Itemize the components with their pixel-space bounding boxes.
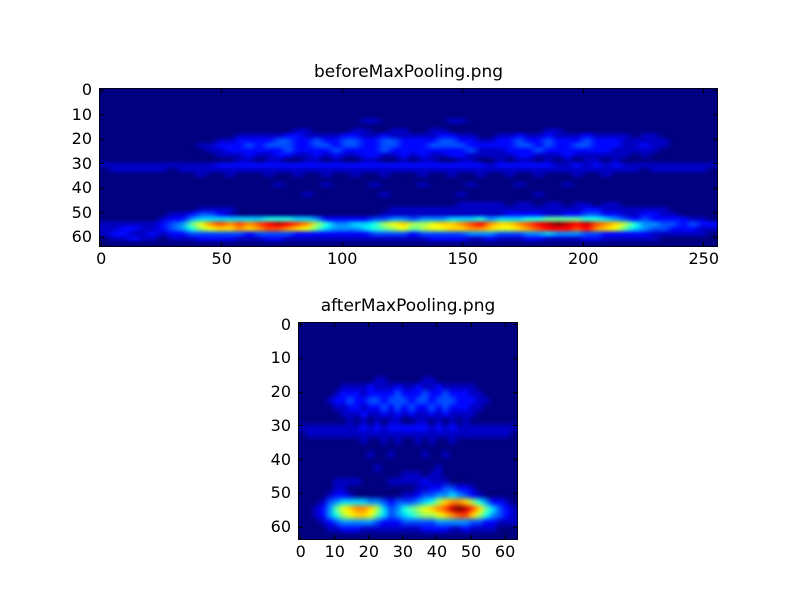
y-tick-label: 50 [71,202,92,222]
y-tick-mark [299,324,303,326]
x-tick-label: 100 [326,249,358,268]
x-tick-mark [462,242,464,246]
x-tick-label: 0 [96,249,107,268]
x-tick-mark [221,242,223,246]
y-tick-mark [100,89,104,91]
plot-frame-before [99,88,718,247]
y-tick-label: 20 [270,382,291,402]
y-tick-label: 40 [270,449,291,469]
y-tick-label: 20 [71,129,92,149]
x-tick-mark [221,89,223,93]
y-tick-mark [513,324,517,326]
x-tick-mark [470,535,472,539]
y-tick-mark [100,114,104,116]
y-tick-mark [713,187,717,189]
y-tick-mark [713,114,717,116]
x-tick-mark [470,323,472,327]
y-tick-label: 40 [71,178,92,198]
x-tick-mark [341,242,343,246]
x-tick-mark [504,323,506,327]
x-tick-mark [402,323,404,327]
x-tick-label: 0 [295,542,306,561]
y-tick-label: 50 [270,483,291,503]
y-tick-mark [513,357,517,359]
x-tick-label: 60 [494,542,516,561]
y-tick-mark [713,138,717,140]
y-tick-label: 10 [270,348,291,368]
y-tick-mark [513,492,517,494]
y-tick-mark [713,89,717,91]
x-tick-label: 40 [426,542,448,561]
y-tick-mark [299,357,303,359]
y-tick-mark [100,212,104,214]
x-tick-mark [504,535,506,539]
y-tick-mark [299,391,303,393]
x-tick-label: 250 [688,249,720,268]
y-tick-label: 60 [270,517,291,537]
x-tick-mark [334,535,336,539]
tick-marks-before [100,89,717,246]
chart-title-before: beforeMaxPooling.png [313,62,504,82]
y-tick-label: 0 [280,314,291,334]
x-tick-label: 30 [392,542,414,561]
x-tick-mark [300,535,302,539]
x-tick-label: 10 [324,542,345,561]
x-tick-mark [100,89,102,93]
x-tick-mark [368,535,370,539]
y-tick-mark [713,163,717,165]
y-tick-label: 60 [71,227,92,247]
y-tick-mark [513,526,517,528]
x-tick-label: 50 [211,249,232,268]
y-tick-mark [513,391,517,393]
heatmap-image-after [299,323,517,539]
tick-marks-after [299,323,517,539]
x-tick-mark [582,242,584,246]
x-tick-mark [582,89,584,93]
x-tick-mark [341,89,343,93]
y-tick-mark [100,163,104,165]
y-tick-mark [299,526,303,528]
plot-frame-after [298,322,518,540]
x-tick-label: 200 [567,249,599,268]
y-tick-label: 0 [81,80,92,100]
x-tick-label: 50 [460,542,482,561]
y-tick-mark [299,459,303,461]
x-tick-mark [436,323,438,327]
y-tick-mark [100,138,104,140]
y-tick-label: 30 [270,415,291,435]
y-tick-label: 30 [71,153,92,173]
x-tick-label: 20 [358,542,380,561]
y-tick-mark [100,236,104,238]
y-tick-mark [713,236,717,238]
x-tick-mark [703,89,705,93]
x-tick-mark [462,89,464,93]
x-tick-mark [334,323,336,327]
x-tick-mark [368,323,370,327]
y-tick-label: 10 [71,104,92,124]
chart-title-after: afterMaxPooling.png [320,296,496,316]
x-tick-mark [703,242,705,246]
x-tick-label: 150 [447,249,478,268]
y-tick-mark [713,212,717,214]
x-tick-mark [402,535,404,539]
y-tick-mark [299,492,303,494]
heatmap-image-before [100,89,717,246]
y-tick-mark [513,425,517,427]
y-tick-mark [299,425,303,427]
x-tick-mark [436,535,438,539]
y-tick-mark [513,459,517,461]
x-tick-mark [100,242,102,246]
y-tick-mark [100,187,104,189]
